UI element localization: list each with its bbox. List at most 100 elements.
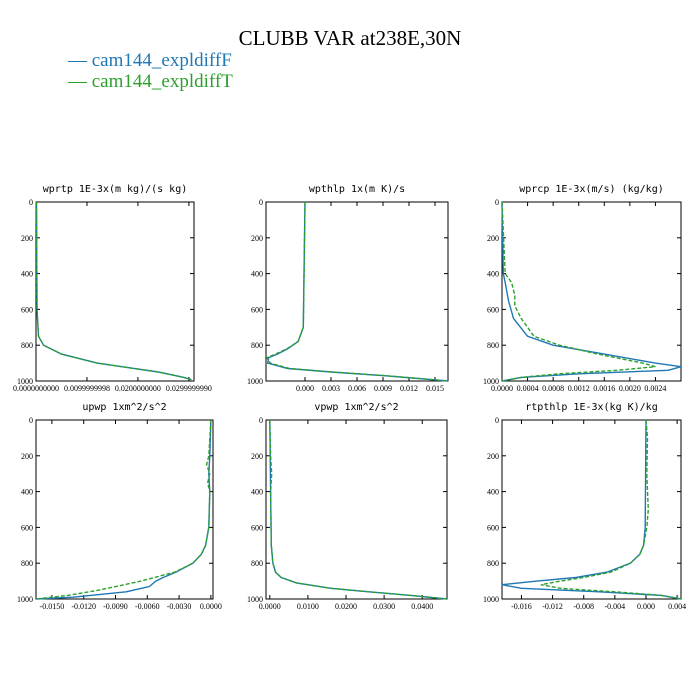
x-tick-label: 0.0000 xyxy=(259,602,281,611)
series-line-expldiffT xyxy=(269,419,448,600)
x-tick-label: 0.0200000000 xyxy=(115,384,161,393)
x-tick-label: 0.0099999998 xyxy=(64,384,110,393)
y-tick-label: 800 xyxy=(21,341,33,350)
y-tick-label: 400 xyxy=(251,488,263,497)
chart-panel-3: wprcp 1E-3x(m/s) (kg/kg) 0 200 400 600 800 100… xyxy=(483,184,682,393)
x-tick-label: 0.0012 xyxy=(568,384,590,393)
x-tick-label: 0.0100 xyxy=(297,602,319,611)
x-tick-label: -0.0030 xyxy=(167,602,192,611)
series-line-expldiffF xyxy=(35,419,212,600)
y-tick-label: 800 xyxy=(487,341,499,350)
panel-title: rtpthlp 1E-3x(kg K)/kg xyxy=(525,402,657,413)
figure-title: CLUBB VAR at238E,30N xyxy=(238,26,462,50)
x-tick-label: 0.004 xyxy=(668,602,686,611)
y-tick-label: 800 xyxy=(487,559,499,568)
x-tick-label: -0.008 xyxy=(573,602,594,611)
plot-frame xyxy=(265,419,448,600)
legend-entry-expldiffF: — cam144_expldiffF xyxy=(68,50,232,72)
x-tick-label: 0.000 xyxy=(296,384,314,393)
x-tick-label: 0.0000 xyxy=(200,602,222,611)
x-tick-label: 0.0020 xyxy=(619,384,641,393)
y-tick-label: 600 xyxy=(21,305,33,314)
series-line-expldiffF xyxy=(501,201,682,382)
x-tick-label: 0.0008 xyxy=(542,384,564,393)
y-tick-label: 0 xyxy=(29,416,33,425)
y-tick-label: 600 xyxy=(21,523,33,532)
x-tick-label: 0.0024 xyxy=(644,384,666,393)
y-tick-label: 200 xyxy=(21,452,33,461)
y-tick-label: 600 xyxy=(251,305,263,314)
y-tick-label: 600 xyxy=(487,305,499,314)
series-line-expldiffF xyxy=(501,419,682,600)
y-tick-label: 200 xyxy=(21,234,33,243)
series-line-expldiffT xyxy=(501,201,656,382)
y-tick-label: 600 xyxy=(251,523,263,532)
x-tick-label: 0.0000000000 xyxy=(13,384,59,393)
y-tick-label: 0 xyxy=(495,198,499,207)
panel-title: vpwp 1xm^2/s^2 xyxy=(314,402,398,413)
panel-title: wprcp 1E-3x(m/s) (kg/kg) xyxy=(519,184,664,195)
y-tick-label: 400 xyxy=(487,488,499,497)
series-line-expldiffT xyxy=(35,201,192,381)
x-tick-label: 0.012 xyxy=(400,384,418,393)
y-tick-label: 400 xyxy=(487,270,499,279)
chart-panel-2: wpthlp 1x(m K)/s 0 200 400 600 800 1000 0.000 0.… xyxy=(247,184,449,393)
chart-panel-1: wprtp 1E-3x(m kg)/(s kg) 0 200 400 600 800 100… xyxy=(13,184,212,393)
y-tick-label: 1000 xyxy=(17,595,33,604)
y-tick-label: 1000 xyxy=(247,595,263,604)
y-tick-label: 1000 xyxy=(17,377,33,386)
panel-title: wprtp 1E-3x(m kg)/(s kg) xyxy=(43,184,188,195)
y-tick-label: 200 xyxy=(487,452,499,461)
x-tick-label: -0.016 xyxy=(511,602,532,611)
x-tick-label: -0.0060 xyxy=(135,602,160,611)
series-line-expldiffT xyxy=(35,419,212,600)
y-tick-label: 400 xyxy=(251,270,263,279)
x-tick-label: -0.0120 xyxy=(71,602,96,611)
panel-title: upwp 1xm^2/s^2 xyxy=(82,402,166,413)
y-tick-label: 0 xyxy=(495,416,499,425)
legend-label-expldiffT: cam144_expldiffT xyxy=(91,71,233,92)
plot-frame xyxy=(265,201,449,382)
x-tick-label: 0.006 xyxy=(348,384,366,393)
x-tick-label: 0.0000 xyxy=(491,384,513,393)
chart-panel-6: rtpthlp 1E-3x(kg K)/kg 0 200 400 600 800 1000 -… xyxy=(483,402,686,611)
x-tick-label: -0.0150 xyxy=(40,602,65,611)
plot-frame xyxy=(35,201,195,382)
panel-title: wpthlp 1x(m K)/s xyxy=(309,184,405,195)
x-tick-label: 0.009 xyxy=(374,384,392,393)
x-tick-label: 0.0400 xyxy=(411,602,433,611)
chart-panel-4: upwp 1xm^2/s^2 0 200 400 600 800 1000 -0.0150 -0… xyxy=(17,402,222,611)
x-tick-label: 0.015 xyxy=(426,384,444,393)
y-tick-label: 200 xyxy=(251,452,263,461)
y-tick-label: 1000 xyxy=(247,377,263,386)
y-tick-label: 0 xyxy=(259,416,263,425)
legend-entry-expldiffT: — cam144_expldiffT xyxy=(68,71,233,93)
legend-line-expldiffF: — xyxy=(68,50,92,71)
x-tick-label: 0.0300 xyxy=(373,602,395,611)
series-line-expldiffF xyxy=(269,419,448,600)
y-tick-label: 0 xyxy=(259,198,263,207)
x-tick-label: -0.004 xyxy=(605,602,626,611)
y-tick-label: 800 xyxy=(21,559,33,568)
legend-line-expldiffT: — xyxy=(68,71,92,92)
y-tick-label: 800 xyxy=(251,341,263,350)
plot-frame xyxy=(501,201,682,382)
y-tick-label: 1000 xyxy=(483,595,499,604)
y-tick-label: 400 xyxy=(21,488,33,497)
y-tick-label: 1000 xyxy=(483,377,499,386)
plot-frame xyxy=(35,419,214,600)
y-tick-label: 0 xyxy=(29,198,33,207)
series-line-expldiffT xyxy=(540,419,682,600)
y-tick-label: 200 xyxy=(487,234,499,243)
x-tick-label: -0.0090 xyxy=(103,602,128,611)
x-tick-label: -0.012 xyxy=(542,602,563,611)
y-tick-label: 600 xyxy=(487,523,499,532)
x-tick-label: 0.0299999990 xyxy=(166,384,212,393)
plot-frame xyxy=(501,419,682,600)
x-tick-label: 0.003 xyxy=(322,384,340,393)
y-tick-label: 400 xyxy=(21,270,33,279)
x-tick-label: 0.0004 xyxy=(517,384,539,393)
x-tick-label: 0.0016 xyxy=(593,384,615,393)
